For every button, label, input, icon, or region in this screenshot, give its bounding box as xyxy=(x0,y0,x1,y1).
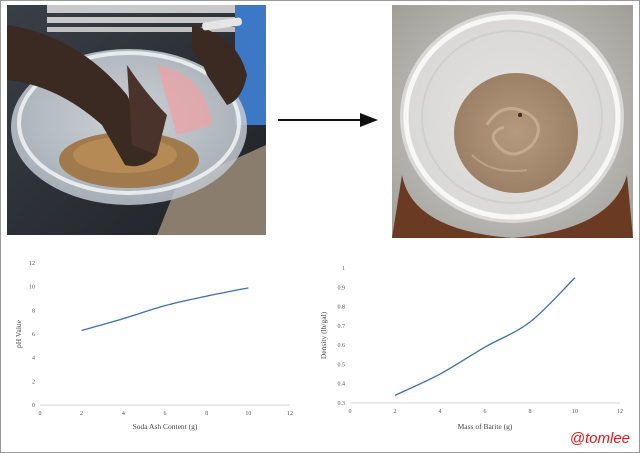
x-tick-label: 10 xyxy=(245,411,251,417)
watermark: @tomlee xyxy=(569,430,630,447)
x-axis-label: Mass of Barite (g) xyxy=(458,422,513,431)
y-tick-label: 4 xyxy=(32,356,35,362)
x-tick-label: 12 xyxy=(287,411,293,417)
x-tick-label: 8 xyxy=(529,409,532,415)
series-line-density xyxy=(394,277,576,396)
process-arrow xyxy=(276,108,380,132)
y-tick-label: 1 xyxy=(342,266,345,272)
series-line-ph xyxy=(81,287,249,332)
y-tick-label: 0 xyxy=(32,403,35,409)
x-tick-label: 0 xyxy=(349,409,352,415)
y-tick-label: 0.6 xyxy=(338,343,346,349)
x-tick-label: 4 xyxy=(439,409,442,415)
y-tick-label: 0.5 xyxy=(338,362,346,368)
y-tick-label: 6 xyxy=(32,332,35,338)
y-tick-label: 12 xyxy=(29,261,35,267)
x-tick-label: 2 xyxy=(394,409,397,415)
chart-density-vs-barite: 0 2 4 6 8 10 12 0.3 0.4 0.5 0.6 0.7 0.8 0.9 1 Mass of … xyxy=(319,266,623,431)
y-tick-label: 10 xyxy=(29,285,35,291)
x-tick-label: 4 xyxy=(122,411,125,417)
y-axis-label: pH Value xyxy=(14,319,23,348)
y-tick-label: 8 xyxy=(32,308,35,314)
x-tick-label: 2 xyxy=(80,411,83,417)
y-tick-label: 0.3 xyxy=(338,401,346,407)
y-tick-label: 0.7 xyxy=(338,324,346,330)
x-tick-label: 10 xyxy=(572,409,578,415)
y-tick-label: 0.4 xyxy=(338,382,346,388)
photo-mixing-powder xyxy=(7,5,266,235)
y-tick-label: 2 xyxy=(32,379,35,385)
x-tick-label: 6 xyxy=(164,411,167,417)
x-tick-label: 12 xyxy=(617,409,623,415)
y-tick-label: 0.9 xyxy=(338,285,346,291)
x-tick-label: 0 xyxy=(39,411,42,417)
x-axis-label: Soda Ash Content (g) xyxy=(133,422,198,431)
y-tick-label: 0.8 xyxy=(338,305,346,311)
y-axis-label: Density (lb/gal) xyxy=(319,311,328,359)
x-tick-label: 8 xyxy=(205,411,208,417)
photo-mud-slurry xyxy=(392,5,633,238)
x-tick-label: 6 xyxy=(484,409,487,415)
